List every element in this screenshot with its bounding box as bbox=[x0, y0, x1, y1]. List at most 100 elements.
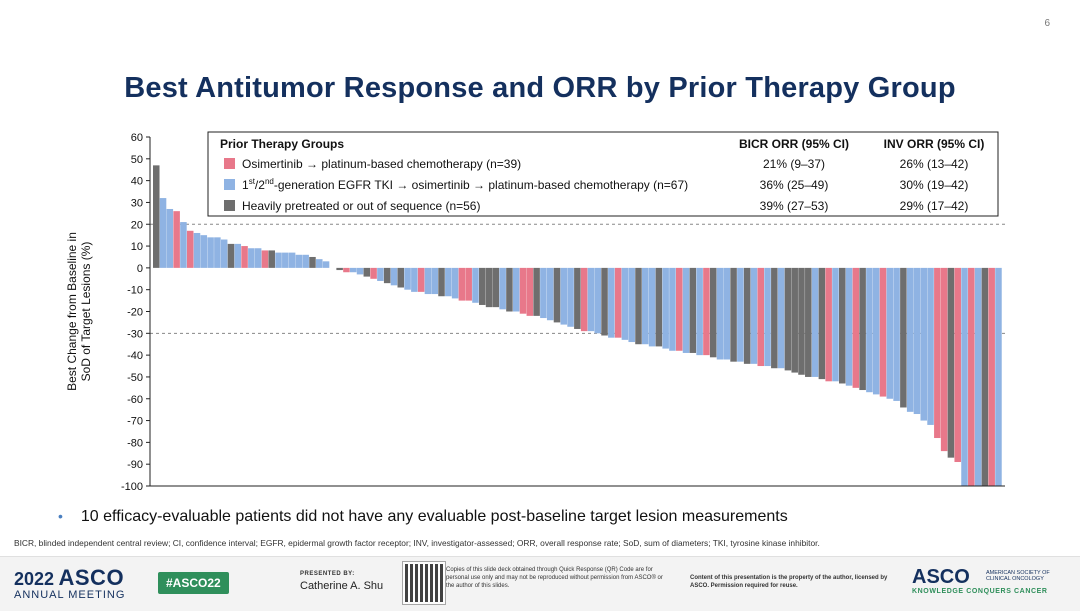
y-tick-label: -100 bbox=[121, 481, 143, 493]
bar-blue bbox=[214, 237, 221, 268]
bar-pink bbox=[940, 267, 948, 452]
bar-blue bbox=[567, 267, 574, 327]
legend-swatch-pink bbox=[224, 158, 235, 169]
bar-gray bbox=[635, 267, 642, 345]
bar-blue bbox=[295, 254, 303, 268]
presented-by-label: PRESENTED BY: bbox=[300, 571, 355, 577]
bar-gray bbox=[553, 267, 561, 323]
asco-tagline: KNOWLEDGE CONQUERS CANCER bbox=[912, 588, 1048, 595]
meeting-subtitle: ANNUAL MEETING bbox=[14, 589, 126, 601]
bar-blue bbox=[220, 239, 228, 268]
bar-pink bbox=[465, 267, 472, 301]
legend-inv-osimertinib: 26% (13–42) bbox=[900, 157, 969, 171]
legend-label-egfr-sup1: st bbox=[249, 177, 256, 186]
bar-gray bbox=[818, 267, 826, 380]
legend-inv-heavily-pretreated: 29% (17–42) bbox=[900, 199, 969, 213]
bar-blue bbox=[995, 267, 1002, 487]
bar-gray bbox=[689, 267, 697, 353]
bar-blue bbox=[540, 267, 547, 319]
legend-bicr-osimertinib: 21% (9–37) bbox=[763, 157, 825, 171]
y-tick-label: 10 bbox=[131, 241, 143, 253]
meeting-brand: ASCO bbox=[58, 565, 125, 590]
bar-blue bbox=[288, 252, 296, 268]
bar-blue bbox=[737, 267, 744, 362]
bar-blue bbox=[642, 267, 649, 345]
bar-blue bbox=[845, 267, 853, 386]
bar-blue bbox=[390, 267, 398, 286]
legend-swatch-gray bbox=[224, 200, 235, 211]
bar-blue bbox=[404, 267, 411, 290]
bar-pink bbox=[703, 267, 710, 356]
bar-blue bbox=[920, 267, 928, 421]
bullet-text: 10 efficacy-evaluable patients did not h… bbox=[80, 508, 788, 525]
bar-gray bbox=[771, 267, 778, 369]
bar-blue bbox=[832, 267, 839, 382]
legend-bicr-egfr-tki: 36% (25–49) bbox=[760, 178, 829, 192]
asco-society-logo: ASCO AMERICAN SOCIETY OF CLINICAL ONCOLO… bbox=[912, 566, 1050, 595]
bar-gray bbox=[900, 267, 907, 408]
bar-pink bbox=[261, 250, 269, 268]
bar-gray bbox=[838, 267, 846, 384]
legend: Prior Therapy Groups BICR ORR (95% CI) I… bbox=[207, 131, 999, 217]
bar-blue bbox=[254, 248, 262, 268]
bar-gray bbox=[981, 267, 989, 487]
bar-blue bbox=[696, 267, 703, 356]
bar-pink bbox=[417, 267, 425, 292]
legend-swatch-blue bbox=[224, 179, 235, 190]
bar-gray bbox=[153, 165, 160, 268]
bar-blue bbox=[587, 267, 595, 332]
bar-gray bbox=[791, 267, 798, 373]
y-tick-label: 40 bbox=[131, 176, 143, 188]
bar-blue bbox=[166, 208, 174, 268]
legend-col-bicr: BICR ORR (95% CI) bbox=[739, 137, 849, 151]
bar-blue bbox=[356, 267, 364, 275]
bar-gray bbox=[485, 267, 493, 308]
bar-blue bbox=[316, 259, 323, 268]
y-tick-label: -60 bbox=[127, 394, 143, 406]
bar-blue bbox=[472, 267, 479, 303]
y-tick-label: 60 bbox=[131, 132, 143, 144]
bar-blue bbox=[322, 261, 330, 268]
qr-code-icon bbox=[402, 561, 446, 605]
y-tick-label: -80 bbox=[127, 437, 143, 449]
bar-pink bbox=[675, 267, 683, 351]
bar-blue bbox=[621, 267, 629, 340]
bar-blue bbox=[669, 267, 676, 351]
y-tick-label: -20 bbox=[127, 307, 143, 319]
bar-blue bbox=[811, 267, 819, 377]
bar-pink bbox=[988, 267, 995, 487]
bar-blue bbox=[499, 267, 506, 310]
bar-blue bbox=[207, 237, 214, 268]
bar-blue bbox=[594, 267, 601, 334]
legend-bicr-heavily-pretreated: 39% (27–53) bbox=[760, 199, 829, 213]
bar-blue bbox=[682, 267, 690, 353]
bar-blue bbox=[451, 267, 459, 299]
bar-blue bbox=[159, 198, 167, 268]
bar-blue bbox=[872, 267, 880, 395]
bar-gray bbox=[947, 267, 955, 458]
bar-pink bbox=[968, 267, 975, 487]
bar-gray bbox=[397, 267, 405, 288]
asco-society-name: AMERICAN SOCIETY OF CLINICAL ONCOLOGY bbox=[986, 570, 1050, 582]
bar-pink bbox=[954, 267, 961, 463]
bar-gray bbox=[743, 267, 751, 364]
bar-gray bbox=[268, 250, 275, 268]
abbreviations-footnote: BICR, blinded independent central review… bbox=[14, 538, 820, 548]
bar-pink bbox=[173, 211, 180, 268]
bar-blue bbox=[927, 267, 934, 425]
bar-pink bbox=[519, 267, 527, 314]
bar-gray bbox=[655, 267, 663, 347]
waterfall-chart: Best Change from Baseline in SoD of Targ… bbox=[65, 131, 1005, 493]
presented-by: PRESENTED BY: Catherine A. Shu bbox=[300, 571, 383, 592]
legend-label-heavily-pretreated: Heavily pretreated or out of sequence (n… bbox=[242, 199, 480, 213]
asco-annual-meeting-logo: 2022 ASCO ANNUAL MEETING bbox=[14, 565, 125, 601]
bar-blue bbox=[234, 243, 242, 268]
bullet-note: • 10 efficacy-evaluable patients did not … bbox=[58, 508, 788, 526]
bar-gray bbox=[784, 267, 792, 371]
bar-blue bbox=[411, 267, 418, 292]
y-tick-label: -30 bbox=[127, 328, 143, 340]
asco-logo-text: ASCO bbox=[912, 566, 970, 588]
bar-blue bbox=[424, 267, 432, 295]
bar-blue bbox=[282, 252, 289, 268]
y-tick-label: 20 bbox=[131, 219, 143, 231]
